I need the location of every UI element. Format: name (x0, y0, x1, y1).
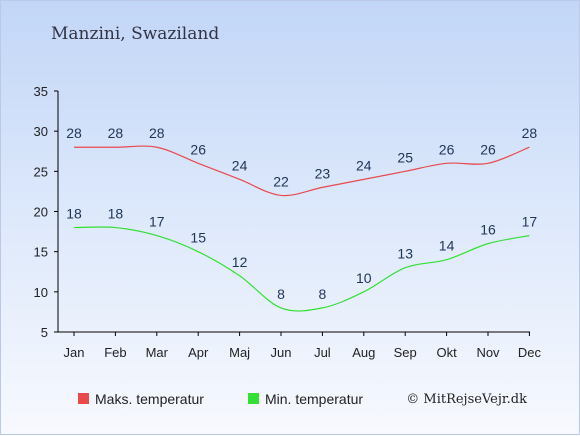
data-label-max: 22 (273, 173, 289, 189)
data-label-max: 23 (315, 165, 331, 181)
data-label-min: 16 (480, 222, 496, 238)
legend-label-min: Min. temperatur (265, 391, 363, 407)
x-tick-label: Feb (104, 345, 126, 360)
y-tick-label: 10 (34, 285, 48, 300)
data-label-max: 28 (108, 125, 124, 141)
x-tick-label: Dec (518, 345, 542, 360)
data-label-min: 17 (522, 214, 538, 230)
x-tick-label: Jul (314, 345, 331, 360)
x-tick-label: Nov (476, 345, 500, 360)
chart-title: Manzini, Swaziland (51, 24, 219, 44)
y-tick-label: 35 (34, 84, 48, 99)
data-label-min: 10 (356, 270, 372, 286)
x-tick-label: Jun (271, 345, 292, 360)
data-labels: 28 28 28 26 24 22 23 24 25 26 26 28 18 18 17 15 12 8 8 10 13… (66, 125, 537, 302)
y-tick-label: 30 (34, 124, 48, 139)
y-tick-label: 20 (34, 205, 48, 220)
data-label-min: 14 (439, 238, 455, 254)
y-tick-label: 5 (41, 325, 48, 340)
series-lines (73, 145, 530, 312)
data-label-min: 13 (397, 246, 413, 262)
legend-swatch-min (248, 393, 259, 404)
data-label-max: 26 (480, 141, 496, 157)
y-tick-label: 15 (34, 245, 48, 260)
data-label-min: 18 (108, 206, 124, 222)
series-line-max (73, 145, 530, 197)
data-label-min: 15 (190, 230, 206, 246)
data-label-min: 8 (277, 286, 285, 302)
data-label-min: 12 (232, 254, 248, 270)
x-tick-label: Apr (188, 345, 209, 360)
x-tick-label: Okt (436, 345, 457, 360)
x-tick-label: Jan (64, 345, 85, 360)
x-tick-label: Mar (146, 345, 169, 360)
x-tick-label: Aug (352, 345, 375, 360)
data-label-max: 28 (522, 125, 538, 141)
data-label-max: 25 (397, 149, 413, 165)
y-tick-label: 25 (34, 164, 48, 179)
data-label-max: 24 (356, 157, 372, 173)
x-tick-label: Maj (229, 345, 250, 360)
data-label-min: 17 (149, 214, 165, 230)
legend-label-max: Maks. temperatur (95, 391, 204, 407)
data-label-max: 24 (232, 157, 248, 173)
credit-text: © MitRejseVejr.dk (406, 392, 527, 407)
data-label-max: 26 (439, 141, 455, 157)
series-line-min (73, 226, 530, 312)
data-label-max: 28 (149, 125, 165, 141)
legend: Maks. temperatur Min. temperatur (78, 391, 363, 407)
axes: 5 10 15 20 25 30 35 Jan Feb Mar Apr Maj Jun Jul Aug Sep… (34, 84, 542, 360)
data-label-min: 8 (319, 286, 327, 302)
x-tick-label: Sep (394, 345, 417, 360)
data-label-max: 26 (190, 141, 206, 157)
data-label-max: 28 (66, 125, 82, 141)
data-label-min: 18 (66, 206, 82, 222)
legend-swatch-max (78, 393, 89, 404)
